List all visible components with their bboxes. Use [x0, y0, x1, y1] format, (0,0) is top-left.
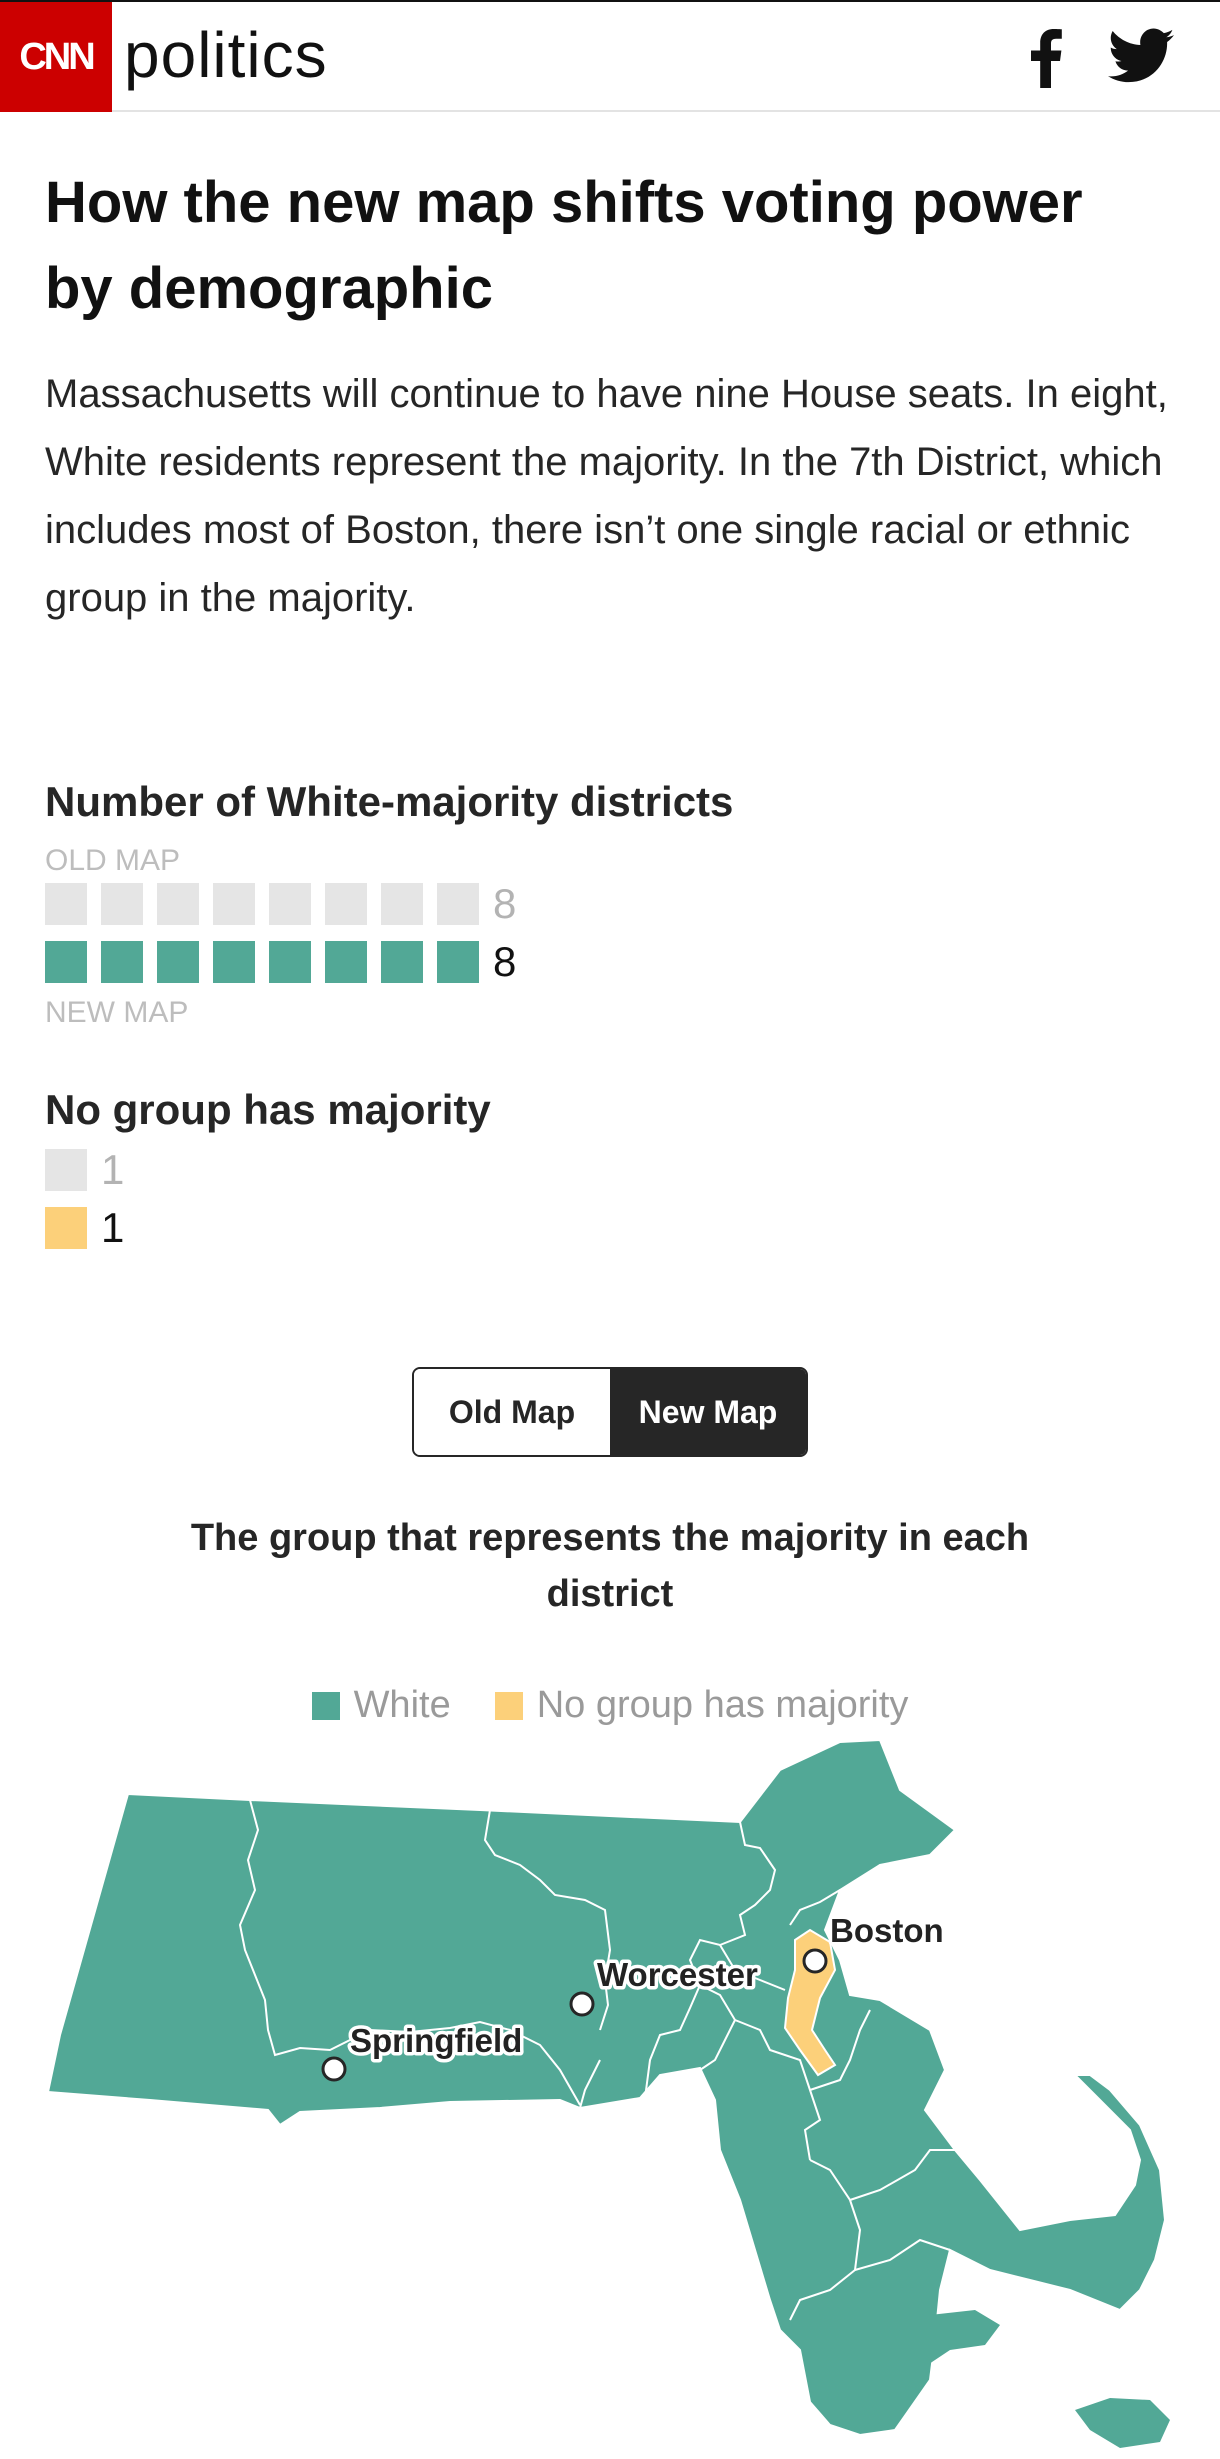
city-markers: Boston Worcester Springfield [321, 1909, 947, 2082]
boston-label: Boston [830, 1912, 944, 1949]
unit-square [437, 941, 479, 983]
old-map-label: OLD MAP [45, 844, 181, 877]
district-shapes [46, 1738, 1170, 2448]
white-majority-chart-title: Number of White-majority districts [45, 778, 734, 825]
massachusetts-district-map: Boston Worcester Springfield [46, 1738, 1170, 2448]
row-count: 1 [101, 1204, 125, 1251]
old-map-button[interactable]: Old Map [414, 1369, 610, 1455]
new-map-button[interactable]: New Map [610, 1369, 806, 1455]
facebook-icon[interactable] [1020, 28, 1076, 88]
legend-label-no-group: No group has majority [536, 1684, 909, 1726]
legend-item-no-group: No group has majority [494, 1684, 909, 1727]
white-new-row: 8 [45, 940, 516, 984]
dek: Massachusetts will continue to have nine… [45, 372, 1168, 620]
nantucket [1075, 2398, 1170, 2448]
unit-square [101, 883, 143, 925]
site-header: CNN politics [0, 0, 1220, 112]
unit-square [157, 941, 199, 983]
unit-square [325, 883, 367, 925]
row-count: 1 [101, 1146, 125, 1193]
worcester-label: Worcester [597, 1956, 758, 1993]
unit-square [381, 941, 423, 983]
unit-square [269, 941, 311, 983]
unit-square [157, 883, 199, 925]
unit-square [381, 883, 423, 925]
nogroup-old-row: 1 [45, 1148, 124, 1192]
springfield-marker[interactable] [321, 2056, 347, 2082]
legend-swatch-no-group [494, 1691, 523, 1720]
district-white-mainland[interactable] [46, 1738, 1167, 2437]
unit-square [101, 941, 143, 983]
row-count: 8 [493, 880, 517, 927]
map-toggle: Old Map New Map [412, 1367, 808, 1457]
legend-item-white: White [311, 1684, 451, 1727]
headline: How the new map shifts voting power by d… [45, 170, 1083, 321]
nogroup-new-row: 1 [45, 1206, 124, 1250]
legend-label-white: White [353, 1684, 451, 1726]
unit-square [213, 883, 255, 925]
unit-square [45, 883, 87, 925]
unit-square [213, 941, 255, 983]
section-name[interactable]: politics [124, 19, 328, 91]
unit-square [45, 1149, 87, 1191]
logo-text: CNN [19, 35, 95, 78]
new-map-label: NEW MAP [45, 996, 189, 1029]
district-borders [238, 1799, 955, 2321]
unit-square [269, 883, 311, 925]
row-count: 8 [493, 938, 517, 985]
unit-square [325, 941, 367, 983]
no-group-chart-title: No group has majority [45, 1086, 491, 1133]
marthas-vineyard [890, 2310, 1000, 2375]
map-title: The group that represents the majority i… [190, 1517, 1030, 1615]
worcester-marker[interactable] [569, 1991, 595, 2017]
map-legend: White No group has majority [0, 1684, 1220, 1727]
cnn-logo[interactable]: CNN [0, 2, 112, 112]
twitter-icon[interactable] [1108, 28, 1174, 84]
springfield-label: Springfield [350, 2022, 522, 2059]
unit-square [45, 941, 87, 983]
boston-marker-dot [810, 1956, 820, 1966]
unit-square [437, 883, 479, 925]
unit-square [45, 1207, 87, 1249]
white-old-row: 8 [45, 882, 516, 926]
legend-swatch-white [311, 1691, 340, 1720]
